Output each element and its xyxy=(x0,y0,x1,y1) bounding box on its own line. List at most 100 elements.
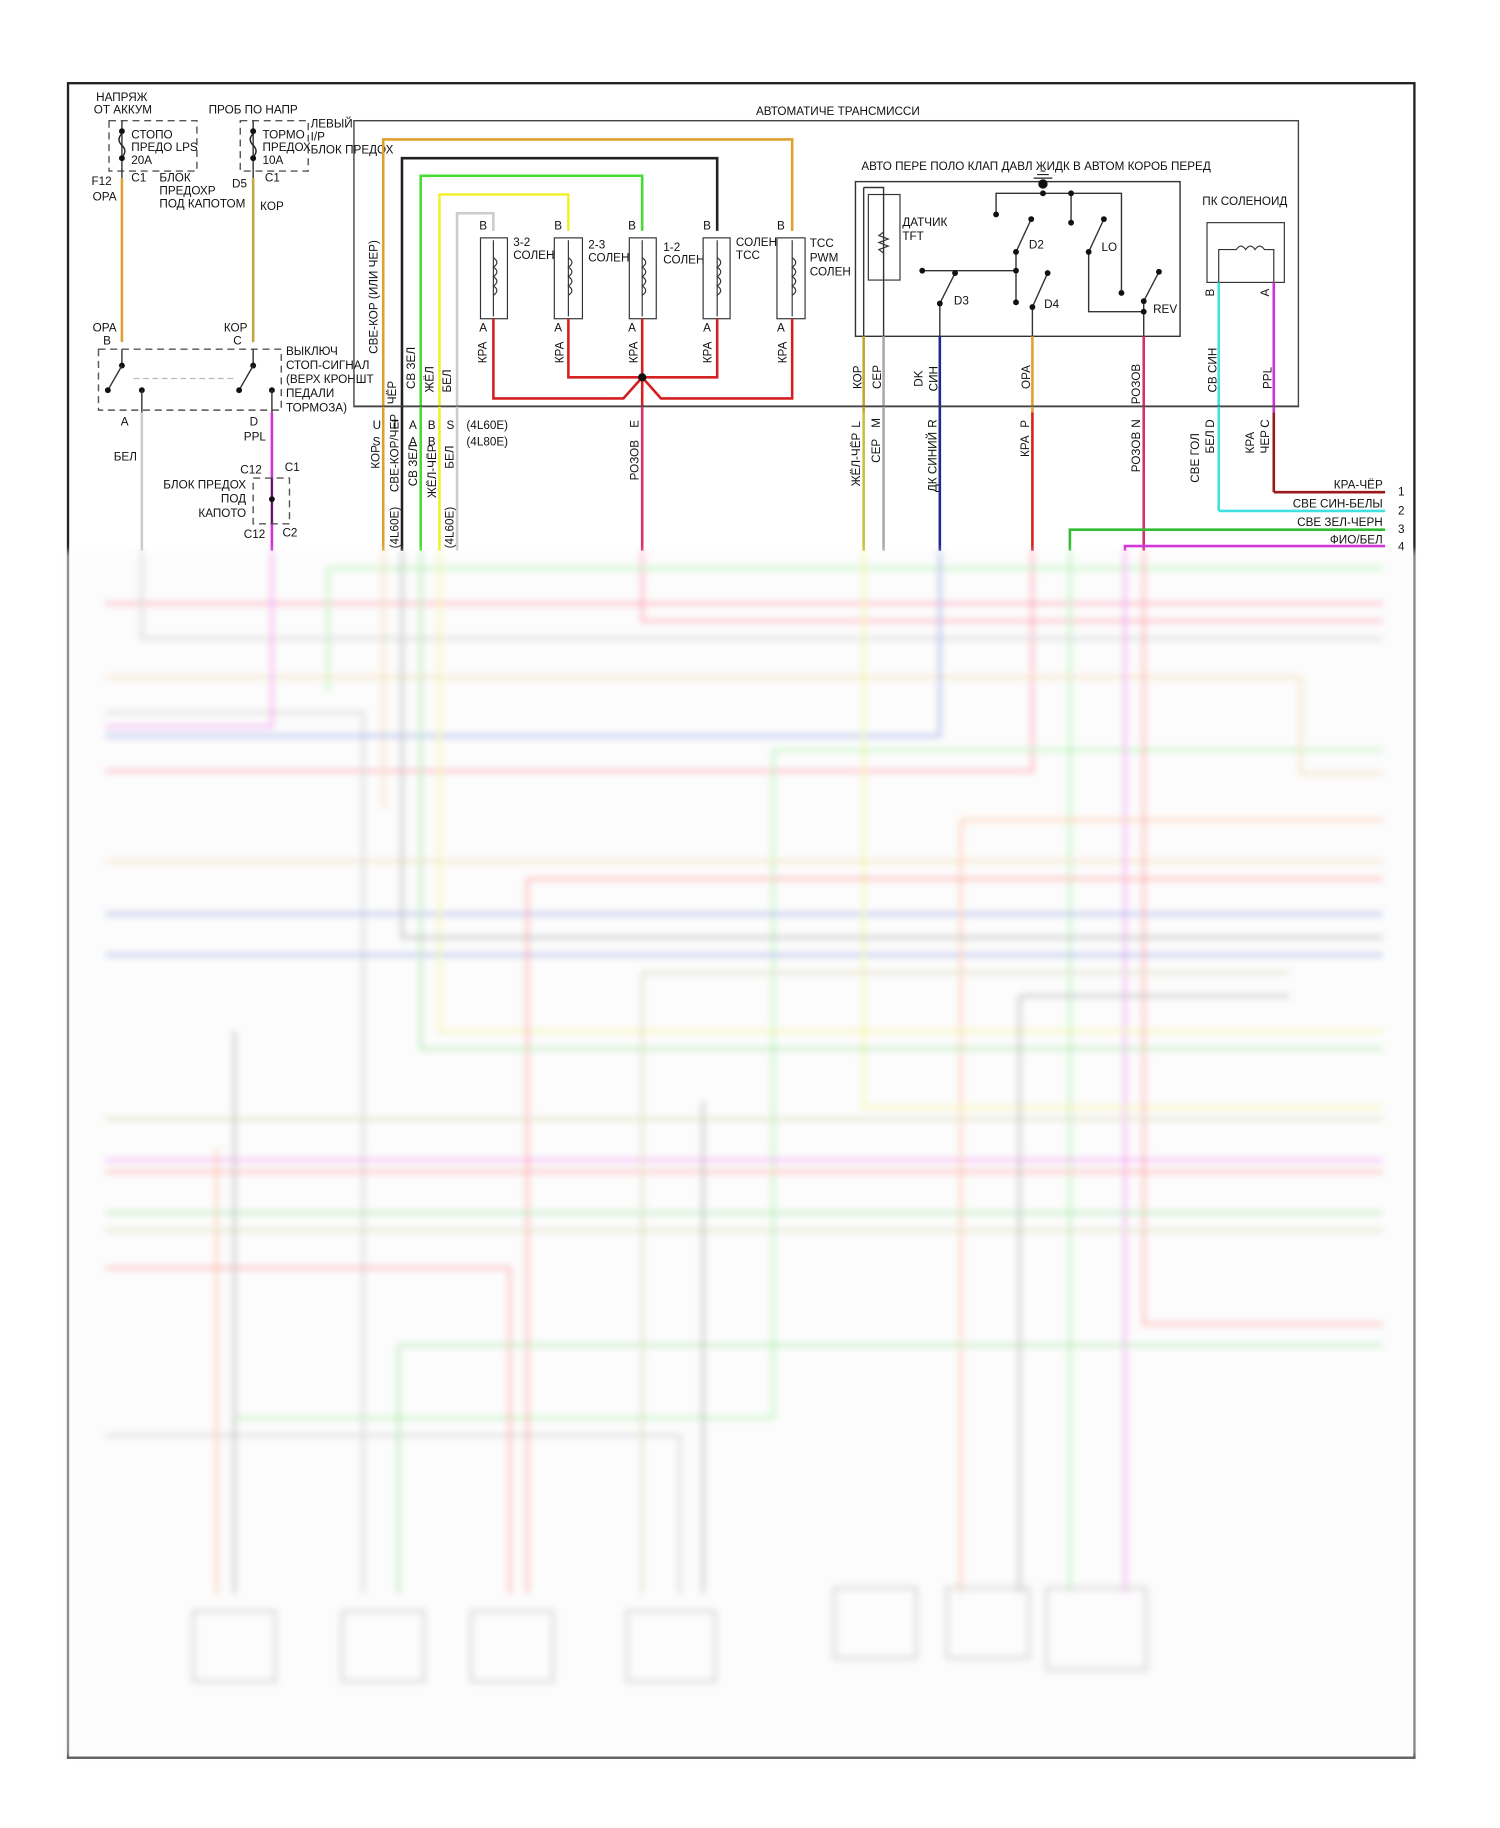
wire-label: КОР xyxy=(370,445,383,469)
pin-label: C xyxy=(1259,419,1272,427)
fuse-box-outline xyxy=(108,119,198,172)
solenoid-label: PWM xyxy=(810,251,839,264)
transmission-title: АВТОМАТИЧЕ ТРАНСМИССИ xyxy=(756,105,920,118)
wire-label: СВЕ ГОЛ xyxy=(1189,433,1202,483)
wire-label: КРА xyxy=(701,341,714,363)
solenoid-1-2: B A 1-2 СОЛЕН xyxy=(628,220,704,335)
wire-label: БЕЛ xyxy=(441,369,454,392)
wire-label: КРА xyxy=(628,341,641,363)
block-label: ПОД xyxy=(221,493,246,506)
fuse-label: ПРЕДО LPS xyxy=(131,141,198,154)
pin-label: B xyxy=(703,220,711,233)
fuse-icon xyxy=(249,133,257,158)
wire-label: КРА xyxy=(476,341,489,363)
pressure-switch-wire-labels: КОР СЕР DK СИН ОРА РОЗОВ L M R P N ЖЁЛ-Ч… xyxy=(850,364,1143,493)
pin-label: B xyxy=(103,335,111,348)
coil-icon xyxy=(641,257,647,296)
pin-label: C xyxy=(233,335,241,348)
solenoid-label: TCC xyxy=(736,249,760,262)
solenoid-tcc: B A СОЛЕН TCC xyxy=(702,220,777,335)
pin-label: B xyxy=(628,220,636,233)
wire-label: КРА xyxy=(776,341,789,363)
connector-label: C12 xyxy=(240,463,261,476)
transmission-bottom-edge xyxy=(353,405,1299,407)
variant-label: (4L60E) xyxy=(388,507,401,549)
wire-label: БЕЛ xyxy=(114,451,137,464)
fuse-label: СТОПО xyxy=(131,128,172,141)
block-label: КАПОТО xyxy=(198,507,246,520)
wire-label: СВЕ ЗЕЛ-ЧЕРН xyxy=(1297,516,1383,529)
pin-label: A xyxy=(554,322,562,335)
wire-label: РОЗОВ xyxy=(629,440,642,481)
coil-icon xyxy=(567,257,573,296)
wire-label: ОРА xyxy=(93,190,117,203)
fuse-label: ПРЕДОХ xyxy=(263,141,312,154)
coil-icon xyxy=(1218,245,1275,283)
battery-label-2: ОТ АККУМ xyxy=(94,104,152,117)
pin-label: N xyxy=(1130,419,1143,427)
connector-label: C1 xyxy=(131,172,146,185)
pin-label: M xyxy=(870,418,883,428)
wire-label: ОРА xyxy=(1020,365,1033,389)
blurred-lower-diagram xyxy=(63,550,1418,1758)
wire-label: РОЗОВ xyxy=(1130,432,1143,473)
fuse-icon xyxy=(118,133,126,158)
solenoid-label: 1-2 xyxy=(663,241,680,254)
solenoid-label: 2-3 xyxy=(588,238,605,251)
pin-label: B xyxy=(479,220,487,233)
fuse-rating: 20A xyxy=(131,154,152,167)
wire-label: РОЗОВ xyxy=(1130,364,1143,405)
connector-label: C1 xyxy=(285,461,300,474)
pin-label: D xyxy=(1204,419,1217,427)
pin-label: A xyxy=(409,419,417,432)
pressure-switch-title: АВТО ПЕРЕ ПОЛО КЛАП ДАВЛ ЖИДК В АВТОМ КО… xyxy=(861,160,1211,173)
wire-label: КОР xyxy=(851,365,864,389)
pin-label: F12 xyxy=(91,175,111,188)
contact-label: D4 xyxy=(1044,298,1059,311)
block-label: БЛОК ПРЕДОХ xyxy=(163,479,246,492)
pin-label: P xyxy=(1019,420,1032,428)
coil-icon xyxy=(492,257,498,296)
variant-label: (4L60E) xyxy=(466,419,508,432)
solenoid-tcc-pwm: B A TCC PWM СОЛЕН xyxy=(776,220,851,335)
wire-label: ФИО/БЕЛ xyxy=(1330,534,1383,547)
fuse-rating: 10A xyxy=(263,154,284,167)
wire-label: ЧЁР xyxy=(386,381,399,405)
switch-label: ТОРМОЗА) xyxy=(286,401,347,414)
solenoid-wire-labels: КРА КРА КРА КРА КРА СВЕ-КОР (ИЛИ ЧЕР) ЧЁ… xyxy=(367,240,789,548)
thermistor-icon xyxy=(877,231,890,254)
pin-number: 4 xyxy=(1398,541,1405,554)
coil-icon xyxy=(716,257,722,296)
pin-label: A xyxy=(777,322,785,335)
connector-label: C1 xyxy=(265,172,280,185)
wire-label: БЕЛ xyxy=(444,446,457,469)
wire-orange xyxy=(381,138,794,551)
pin-label: A xyxy=(628,322,636,335)
pin-number: 1 xyxy=(1398,486,1405,499)
wire-label: СВ ЗЕЛ xyxy=(407,444,420,486)
pin-label: S xyxy=(447,419,455,432)
pin-label: T xyxy=(391,419,398,432)
wire-label: КРА xyxy=(1244,432,1257,454)
pressure-switch-internals: ДАТЧИК TFT D2 LO D3 D4 REV xyxy=(862,170,1177,337)
pin-label: A xyxy=(703,322,711,335)
pin-label: E xyxy=(629,420,642,428)
solenoid-label: СОЛЕН xyxy=(810,265,851,278)
pin-label: U xyxy=(373,419,381,432)
solenoid-label: СОЛЕН xyxy=(663,254,704,267)
pin-label: D5 xyxy=(232,177,247,190)
wire-label: ЖЁЛ xyxy=(424,366,437,392)
fuse-label: ТОРМО xyxy=(263,128,305,141)
switch-label: СТОП-СИГНАЛ xyxy=(286,359,370,372)
pin-label: A xyxy=(1259,288,1272,296)
wire-yellow xyxy=(438,193,570,551)
underhood-fuse-block: C12 C1 БЛОК ПРЕДОХ ПОД КАПОТО C12 C2 xyxy=(163,461,300,541)
wire-label: СИН xyxy=(927,366,940,391)
wire-label: ДК СИНИЙ xyxy=(926,432,939,492)
pin-label: B xyxy=(428,419,436,432)
pin-label: A xyxy=(121,415,129,428)
wire-label: ЖЁЛ-ЧЁР xyxy=(850,432,863,486)
solenoid-label: СОЛЕН xyxy=(588,251,629,264)
wire-label: ЖЁЛ-ЧЁР xyxy=(426,444,439,498)
